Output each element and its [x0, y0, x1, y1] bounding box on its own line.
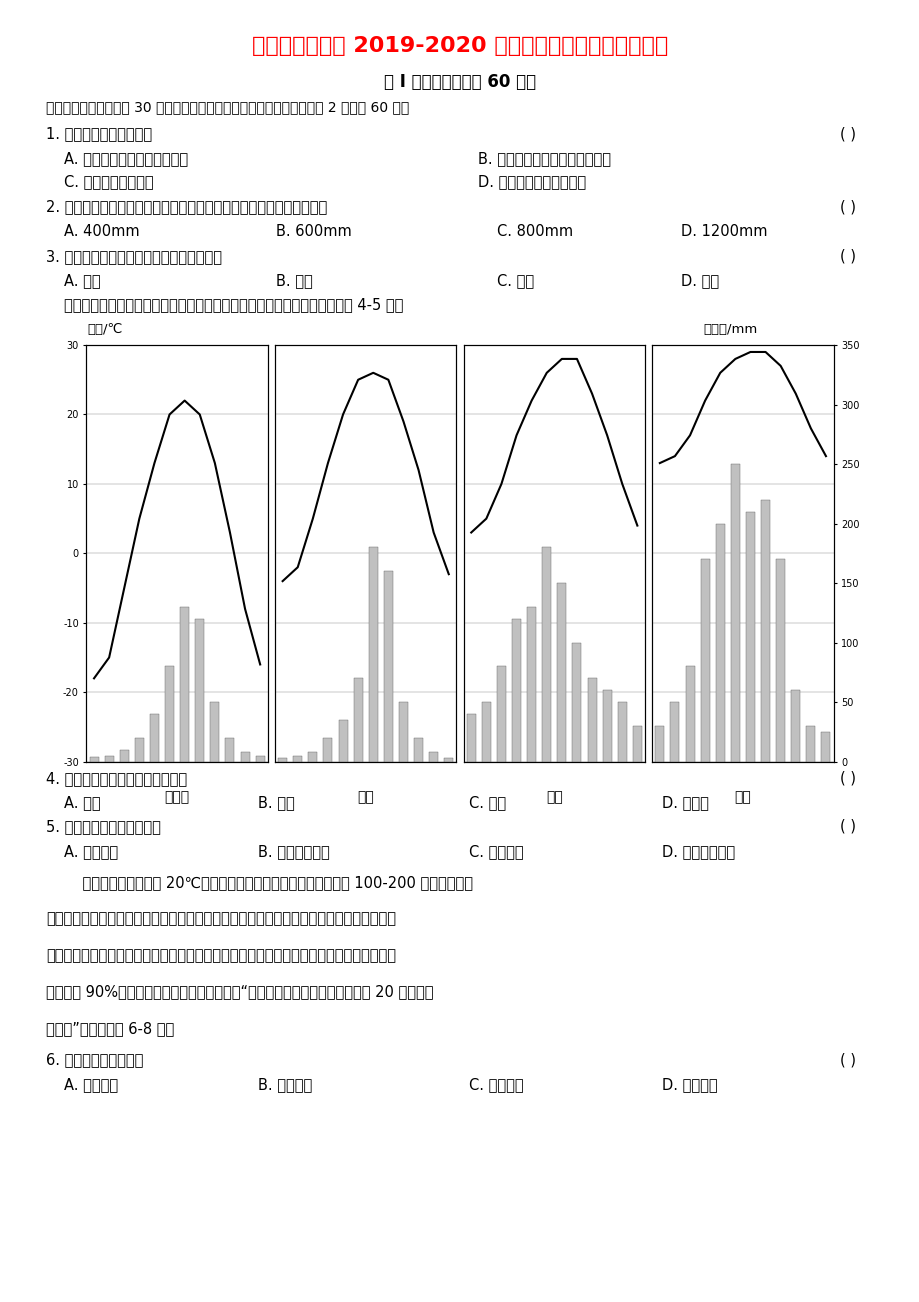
Text: B. 干热: B. 干热: [276, 273, 312, 289]
Bar: [428, 753, 437, 762]
Text: 纵贯于澳大利亚的东北沿海。近年来，大堡礁因珊瑚礁内珊瑚虫逐渐死亡出现大规模白化现: 纵贯于澳大利亚的东北沿海。近年来，大堡礁因珊瑚礁内珊瑚虫逐渐死亡出现大规模白化现: [46, 948, 395, 963]
Bar: [700, 560, 709, 762]
Text: 第 I 卷（选择题，共 60 分）: 第 I 卷（选择题，共 60 分）: [383, 73, 536, 91]
Bar: [760, 500, 769, 762]
Text: 4. 四个城市中，年降水量最多的是: 4. 四个城市中，年降水量最多的是: [46, 771, 187, 786]
Text: A. 雨热同期: A. 雨热同期: [64, 844, 119, 859]
Text: 降水量/mm: 降水量/mm: [703, 323, 757, 336]
Text: 哈尔滨: 哈尔滨: [165, 790, 189, 805]
Text: 珊瑚分布在温度高于 20℃的赤道及其附近的热带、亚热带，水深 100-200 米的平静而清: 珊瑚分布在温度高于 20℃的赤道及其附近的热带、亚热带，水深 100-200 米…: [64, 875, 473, 891]
Text: C. 冬雨夏干: C. 冬雨夏干: [469, 844, 523, 859]
Text: C. 低湿: C. 低湿: [496, 273, 533, 289]
Text: B. 600mm: B. 600mm: [276, 224, 351, 240]
Bar: [180, 607, 189, 762]
Bar: [602, 690, 611, 762]
Text: 澈的岩礁、平台、斜坡和崖面、凹缝中。澳大利亚大堡礁是世界上最大的珊瑚礁生态系统，: 澈的岩礁、平台、斜坡和崖面、凹缝中。澳大利亚大堡礁是世界上最大的珊瑚礁生态系统，: [46, 911, 395, 927]
Bar: [821, 732, 830, 762]
Bar: [89, 756, 98, 762]
Text: 广州: 广州: [733, 790, 751, 805]
Text: ( ): ( ): [839, 126, 855, 142]
Text: D. 高寒: D. 高寒: [680, 273, 718, 289]
Bar: [353, 678, 362, 762]
Bar: [278, 758, 287, 762]
Text: A. 广州: A. 广州: [64, 796, 101, 811]
Bar: [805, 727, 814, 762]
Text: A. 冷湿: A. 冷湿: [64, 273, 101, 289]
Bar: [369, 547, 378, 762]
Bar: [654, 727, 664, 762]
Text: B. 武汉: B. 武汉: [257, 796, 294, 811]
Bar: [240, 753, 249, 762]
Text: A. 400mm: A. 400mm: [64, 224, 140, 240]
Bar: [105, 755, 114, 762]
Text: 北京: 北京: [357, 790, 374, 805]
Text: C. 农区与牧区的界线: C. 农区与牧区的界线: [64, 174, 153, 190]
Text: ( ): ( ): [839, 1052, 855, 1068]
Text: 3. 青藏高原的主要自然地理特征可以概括为: 3. 青藏高原的主要自然地理特征可以概括为: [46, 249, 221, 264]
Bar: [617, 702, 626, 762]
Bar: [572, 643, 581, 762]
Bar: [225, 738, 234, 762]
Bar: [715, 523, 724, 762]
Bar: [293, 755, 302, 762]
Bar: [444, 758, 453, 762]
Bar: [150, 713, 159, 762]
Text: 1. 秦岭一淮河一线是我国: 1. 秦岭一淮河一线是我国: [46, 126, 152, 142]
Text: A. 火力作用: A. 火力作用: [64, 1077, 119, 1092]
Bar: [119, 750, 129, 762]
Bar: [496, 667, 505, 762]
Text: 2. 大致在北方地区和南方地区地理分界线上的年等降水量线，其数值是: 2. 大致在北方地区和南方地区地理分界线上的年等降水量线，其数值是: [46, 199, 327, 215]
Text: D. 哈尔滨: D. 哈尔滨: [662, 796, 709, 811]
Bar: [414, 738, 423, 762]
Text: ( ): ( ): [839, 771, 855, 786]
Text: C. 风力作用: C. 风力作用: [469, 1077, 523, 1092]
Bar: [195, 618, 204, 762]
Text: 武汉: 武汉: [545, 790, 562, 805]
Text: 5. 四城市气候的共同特点是: 5. 四城市气候的共同特点是: [46, 819, 161, 835]
Bar: [670, 702, 679, 762]
Bar: [512, 618, 520, 762]
Bar: [557, 583, 566, 762]
Text: B. 棉花生产区与非生产区的界线: B. 棉花生产区与非生产区的界线: [478, 151, 611, 167]
Text: 失殆尽”。据此回答 6-8 题。: 失殆尽”。据此回答 6-8 题。: [46, 1021, 174, 1036]
Bar: [338, 720, 347, 762]
Bar: [776, 560, 784, 762]
Text: D. 全年低温少雨: D. 全年低温少雨: [662, 844, 734, 859]
Text: 一、选择题（本题包括 30 小题，每小题只有一个选项符合题意，每小题 2 分，共 60 分）: 一、选择题（本题包括 30 小题，每小题只有一个选项符合题意，每小题 2 分，共…: [46, 100, 409, 115]
Bar: [323, 738, 332, 762]
Bar: [541, 547, 550, 762]
Text: D. 亚热带与暖温带的界线: D. 亚热带与暖温带的界线: [478, 174, 586, 190]
Text: A. 干旱地区与湿润地区的界线: A. 干旱地区与湿润地区的界线: [64, 151, 188, 167]
Bar: [399, 702, 407, 762]
Text: 气温/℃: 气温/℃: [87, 323, 122, 336]
Bar: [482, 702, 491, 762]
Text: ( ): ( ): [839, 819, 855, 835]
Text: ( ): ( ): [839, 249, 855, 264]
Text: D. 1200mm: D. 1200mm: [680, 224, 766, 240]
Bar: [383, 572, 392, 762]
Text: C. 800mm: C. 800mm: [496, 224, 573, 240]
Text: ( ): ( ): [839, 199, 855, 215]
Bar: [632, 727, 641, 762]
Bar: [685, 667, 694, 762]
Text: 吉林省实验中学 2019-2020 学年高二地理下学期期中试题: 吉林省实验中学 2019-2020 学年高二地理下学期期中试题: [252, 36, 667, 56]
Bar: [466, 713, 475, 762]
Bar: [790, 690, 800, 762]
Text: B. 全年高温多雨: B. 全年高温多雨: [257, 844, 329, 859]
Text: D. 堆积作用: D. 堆积作用: [662, 1077, 717, 1092]
Text: B. 侵蚀作用: B. 侵蚀作用: [257, 1077, 312, 1092]
Bar: [587, 678, 596, 762]
Bar: [730, 464, 739, 762]
Bar: [745, 512, 754, 762]
Bar: [165, 667, 174, 762]
Bar: [527, 607, 536, 762]
Text: 象，超过 90%的珊瑚礁受到影响，有专家表示“我们已经无能为力，大堡礁将在 20 年左右消: 象，超过 90%的珊瑚礁受到影响，有专家表示“我们已经无能为力，大堡礁将在 20…: [46, 984, 433, 1000]
Bar: [210, 702, 219, 762]
Text: C. 北京: C. 北京: [469, 796, 505, 811]
Bar: [308, 753, 317, 762]
Bar: [135, 738, 143, 762]
Text: 下图为哈尔滨、北京、武汉、广州四城市气温和降水量月分配图。读图完成 4-5 题。: 下图为哈尔滨、北京、武汉、广州四城市气温和降水量月分配图。读图完成 4-5 题。: [64, 297, 403, 312]
Bar: [255, 755, 265, 762]
Text: 6. 大堡礁的形成原因是: 6. 大堡礁的形成原因是: [46, 1052, 143, 1068]
